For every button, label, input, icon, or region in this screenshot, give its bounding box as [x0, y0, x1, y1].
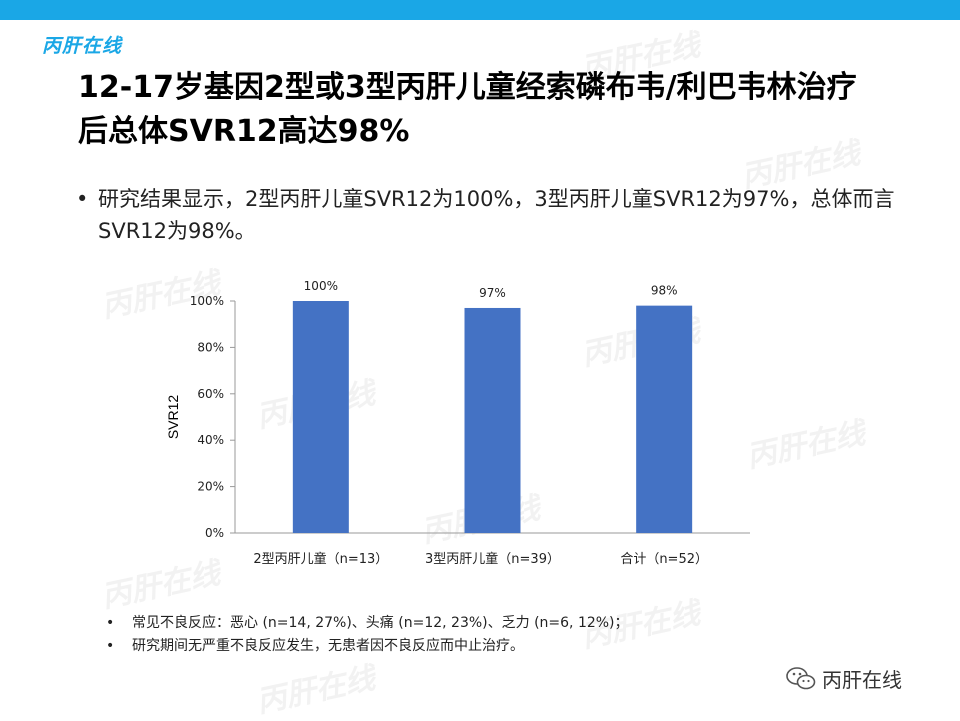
brand-logo: 丙肝在线: [42, 35, 123, 57]
result-bullet: • 研究结果显示，2型丙肝儿童SVR12为100%，3型丙肝儿童SVR12为97…: [76, 183, 896, 247]
data-label: 98%: [651, 284, 678, 298]
slide-title: 12-17岁基因2型或3型丙肝儿童经索磷布韦/利巴韦林治疗后总体SVR12高达9…: [78, 70, 857, 149]
bar: [636, 305, 693, 533]
wechat-icon: [786, 666, 816, 689]
note-item: • 常见不良反应：恶心 (n=14, 27%)、头痛 (n=12, 23%)、乏…: [106, 612, 866, 635]
footer-brand-label: 丙肝在线: [822, 668, 902, 692]
watermark-text: 丙肝在线: [253, 660, 379, 721]
y-tick-label: 80%: [197, 340, 224, 354]
x-tick-label: 合计（n=52）: [620, 552, 708, 567]
data-label: 97%: [479, 286, 506, 300]
note-bullet: •: [106, 615, 115, 631]
y-tick-label: 100%: [190, 294, 224, 308]
bar: [292, 301, 349, 533]
x-tick-label: 3型丙肝儿童（n=39）: [425, 551, 560, 567]
adverse-event-notes: • 常见不良反应：恶心 (n=14, 27%)、头痛 (n=12, 23%)、乏…: [106, 612, 866, 658]
note-text: 研究期间无严重不良反应发生，无患者因不良反应而中止治疗。: [132, 638, 524, 654]
svr12-bar-chart: 0% 20% 40% 60% 80% 100% SVR12 100% 2型丙肝儿童（n=13） 9…: [165, 279, 750, 567]
y-tick-label: 40%: [197, 433, 224, 447]
y-axis-label: SVR12: [165, 395, 181, 440]
x-tick-label: 2型丙肝儿童（n=13）: [253, 551, 388, 567]
note-text: 常见不良反应：恶心 (n=14, 27%)、头痛 (n=12, 23%)、乏力 …: [132, 615, 629, 631]
footer-brand: 丙肝在线: [786, 664, 902, 693]
data-label: 100%: [304, 279, 338, 293]
note-bullet: •: [106, 638, 115, 654]
y-tick-label: 0%: [205, 526, 224, 540]
note-item: • 研究期间无严重不良反应发生，无患者因不良反应而中止治疗。: [106, 635, 866, 658]
bullet-dot: •: [76, 187, 89, 211]
y-tick-label: 60%: [197, 387, 224, 401]
result-bullet-text: 研究结果显示，2型丙肝儿童SVR12为100%，3型丙肝儿童SVR12为97%，…: [98, 187, 895, 243]
top-bar: [0, 0, 960, 20]
y-tick-label: 20%: [197, 480, 224, 494]
bar: [464, 307, 521, 533]
